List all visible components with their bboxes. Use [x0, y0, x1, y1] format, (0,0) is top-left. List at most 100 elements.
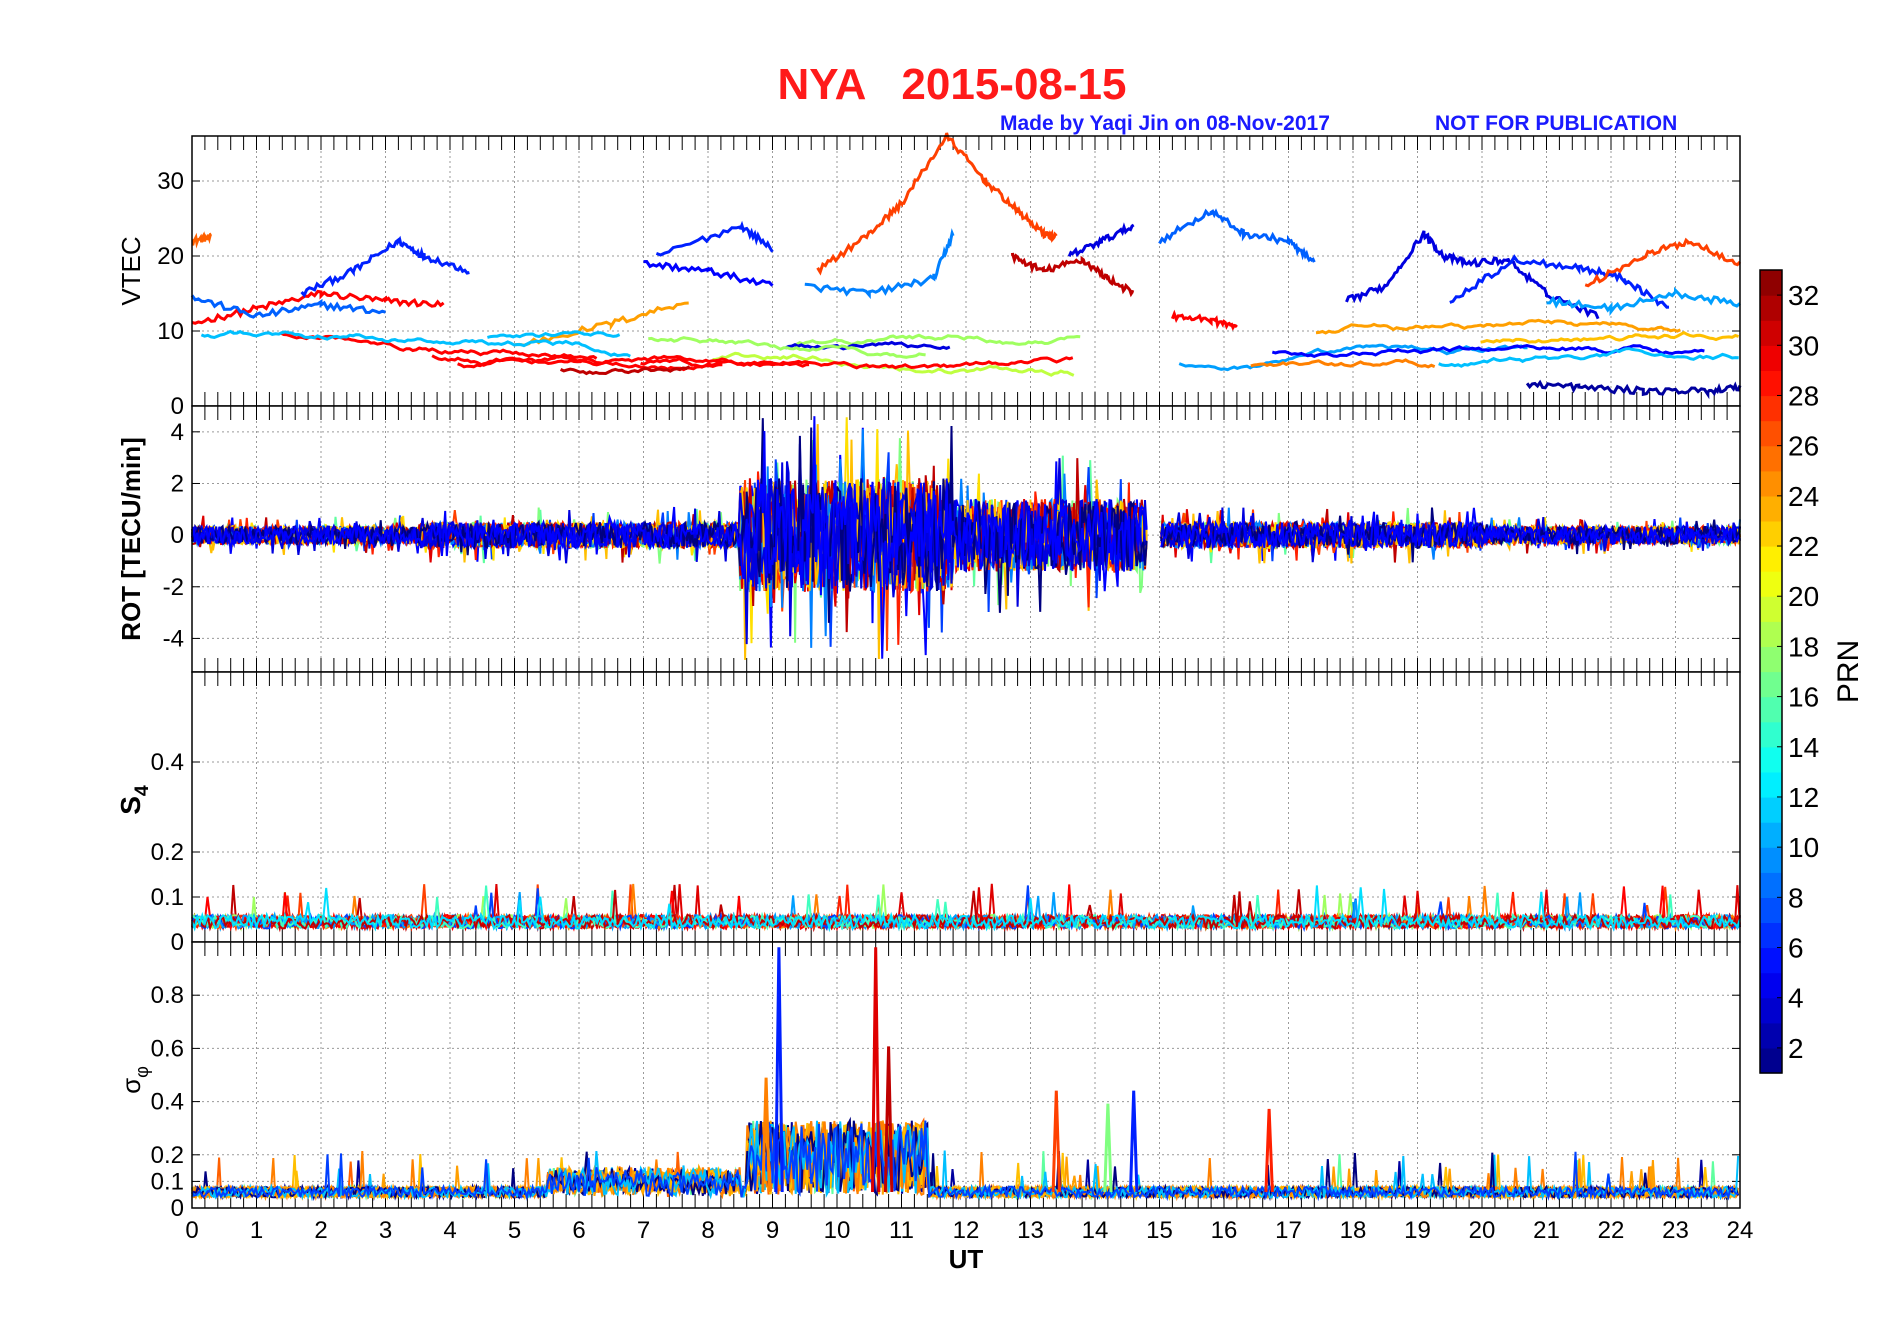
colorbar-segment	[1760, 320, 1782, 346]
colorbar-segment	[1760, 997, 1782, 1024]
colorbar-segment	[1760, 922, 1782, 949]
colorbar-segment	[1760, 395, 1782, 422]
colorbar-tick-label: 22	[1788, 531, 1819, 562]
vtec-series-background	[648, 336, 926, 359]
colorbar-segment	[1760, 571, 1782, 597]
colorbar-tick-label: 8	[1788, 882, 1804, 913]
x-tick-label: 9	[766, 1217, 779, 1244]
y-tick-label: 30	[157, 168, 184, 195]
sigma-phi-spike	[774, 947, 784, 1193]
x-axis-label: UT	[949, 1244, 984, 1274]
colorbar-segment	[1760, 621, 1782, 647]
colorbar-tick-label: 2	[1788, 1033, 1804, 1064]
y-tick-label: 0.8	[151, 982, 184, 1009]
sigma-phi-spike	[1103, 1103, 1113, 1193]
colorbar-segment	[1760, 520, 1782, 547]
vtec-series-prn29	[1171, 309, 1238, 331]
x-tick-label: 17	[1275, 1217, 1302, 1244]
x-tick-label: 6	[572, 1217, 585, 1244]
sigma-phi-spike	[1051, 1090, 1061, 1193]
vtec-series-background	[640, 356, 1074, 370]
colorbar-segment	[1760, 546, 1782, 572]
vtec-series-prn6	[655, 220, 774, 257]
x-tick-label: 16	[1211, 1217, 1238, 1244]
y-tick-label: 0.2	[151, 1142, 184, 1169]
vtec-series-background	[431, 354, 598, 367]
colorbar-segment	[1760, 596, 1782, 622]
vtec-series-background	[559, 365, 691, 376]
colorbar-tick-label: 10	[1788, 832, 1819, 863]
colorbar-tick-label: 24	[1788, 481, 1819, 512]
vtec-series-prn29	[191, 289, 445, 325]
x-tick-label: 18	[1340, 1217, 1367, 1244]
sigma-phi-spike	[1129, 1090, 1139, 1193]
vtec-series-prn8	[1158, 208, 1316, 263]
y-tick-label: 0.1	[151, 1168, 184, 1195]
vtec-series-prn27	[1584, 237, 1742, 288]
colorbar-frame	[1759, 269, 1783, 1074]
vtec-series-prn5	[643, 259, 774, 287]
vtec-series-background	[487, 330, 621, 339]
sigma-phi-spike	[871, 947, 881, 1193]
colorbar-tick-label: 26	[1788, 431, 1819, 462]
vtec-series-background	[1480, 330, 1740, 344]
colorbar-tick-label: 4	[1788, 983, 1804, 1014]
colorbar-segment	[1760, 822, 1782, 848]
sigma-phi-spike	[883, 1046, 894, 1193]
x-tick-label: 3	[379, 1217, 392, 1244]
vtec-series-prn2	[1525, 379, 1742, 400]
y-tick-label: 0	[171, 522, 184, 549]
x-tick-label: 4	[443, 1217, 456, 1244]
y-axis-label-ROT: ROT [TECU/min]	[116, 437, 146, 641]
vtec-series-prn31	[1010, 252, 1135, 298]
colorbar-segment	[1760, 420, 1782, 447]
y-tick-label: 0	[171, 393, 184, 420]
x-tick-label: 8	[701, 1217, 714, 1244]
credit-text: Made by Yaqi Jin on 08-Nov-2017	[1000, 112, 1330, 135]
vtec-series-prn6	[1449, 254, 1670, 309]
vtec-series-prn8	[190, 294, 386, 319]
colorbar-segment	[1760, 495, 1782, 522]
vtec-series-prn9	[804, 228, 955, 300]
y-tick-label: 0	[171, 929, 184, 956]
colorbar-tick-label: 18	[1788, 631, 1819, 662]
y-tick-label: 0.4	[151, 749, 184, 776]
y-axis-label-VTEC: VTEC	[116, 236, 146, 305]
colorbar-segment	[1760, 746, 1782, 773]
x-tick-label: 0	[185, 1217, 198, 1244]
panel-sigma_phi: 00.10.2 0.4 0.6 0.8	[151, 941, 1741, 1222]
y-tick-label: 20	[157, 243, 184, 270]
y-tick-label: 0.4	[151, 1089, 184, 1116]
sigma-phi-series	[191, 1120, 1739, 1202]
x-tick-label: 20	[1469, 1217, 1496, 1244]
colorbar-segment	[1760, 470, 1782, 497]
vtec-series-prn4	[1345, 230, 1600, 320]
y-tick-label: 2	[171, 470, 184, 497]
y-tick-label: 0.6	[151, 1035, 184, 1062]
vtec-series-prn10	[1546, 286, 1741, 316]
y-axis-label-S4: S4	[115, 785, 153, 815]
y-tick-label: 4	[171, 419, 184, 446]
colorbar-segment	[1760, 1047, 1782, 1074]
colorbar-segment	[1760, 797, 1782, 823]
panel-ROT: -4 -2 0 2 4	[163, 405, 1741, 673]
colorbar-segment	[1760, 847, 1782, 873]
x-tick-label: 7	[637, 1217, 650, 1244]
x-tick-label: 10	[824, 1217, 851, 1244]
vtec-series-background	[200, 329, 631, 358]
colorbar-segment	[1760, 295, 1782, 321]
sigma-phi-spike	[761, 1077, 771, 1193]
y-tick-label: 10	[157, 318, 184, 345]
x-tick-label: 5	[508, 1217, 521, 1244]
vtec-series-prn4	[1067, 222, 1135, 258]
colorbar-tick-label: 6	[1788, 933, 1804, 964]
y-tick-label: 0.1	[151, 884, 184, 911]
x-tick-label: 14	[1082, 1217, 1109, 1244]
watermark-text: NOT FOR PUBLICATION	[1435, 112, 1678, 135]
vtec-series-prn27	[816, 132, 1058, 276]
colorbar-segment	[1760, 972, 1782, 999]
colorbar-tick-label: 12	[1788, 782, 1819, 813]
axes-frame	[191, 941, 1741, 1209]
colorbar-segment	[1760, 445, 1782, 472]
